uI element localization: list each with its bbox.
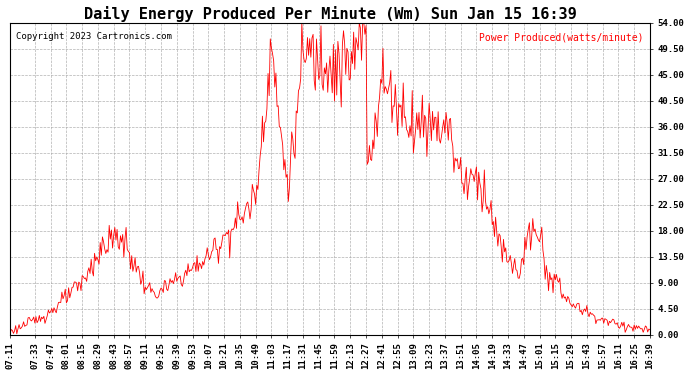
Text: Copyright 2023 Cartronics.com: Copyright 2023 Cartronics.com xyxy=(17,32,172,41)
Title: Daily Energy Produced Per Minute (Wm) Sun Jan 15 16:39: Daily Energy Produced Per Minute (Wm) Su… xyxy=(83,6,576,21)
Text: Power Produced(watts/minute): Power Produced(watts/minute) xyxy=(479,32,644,42)
